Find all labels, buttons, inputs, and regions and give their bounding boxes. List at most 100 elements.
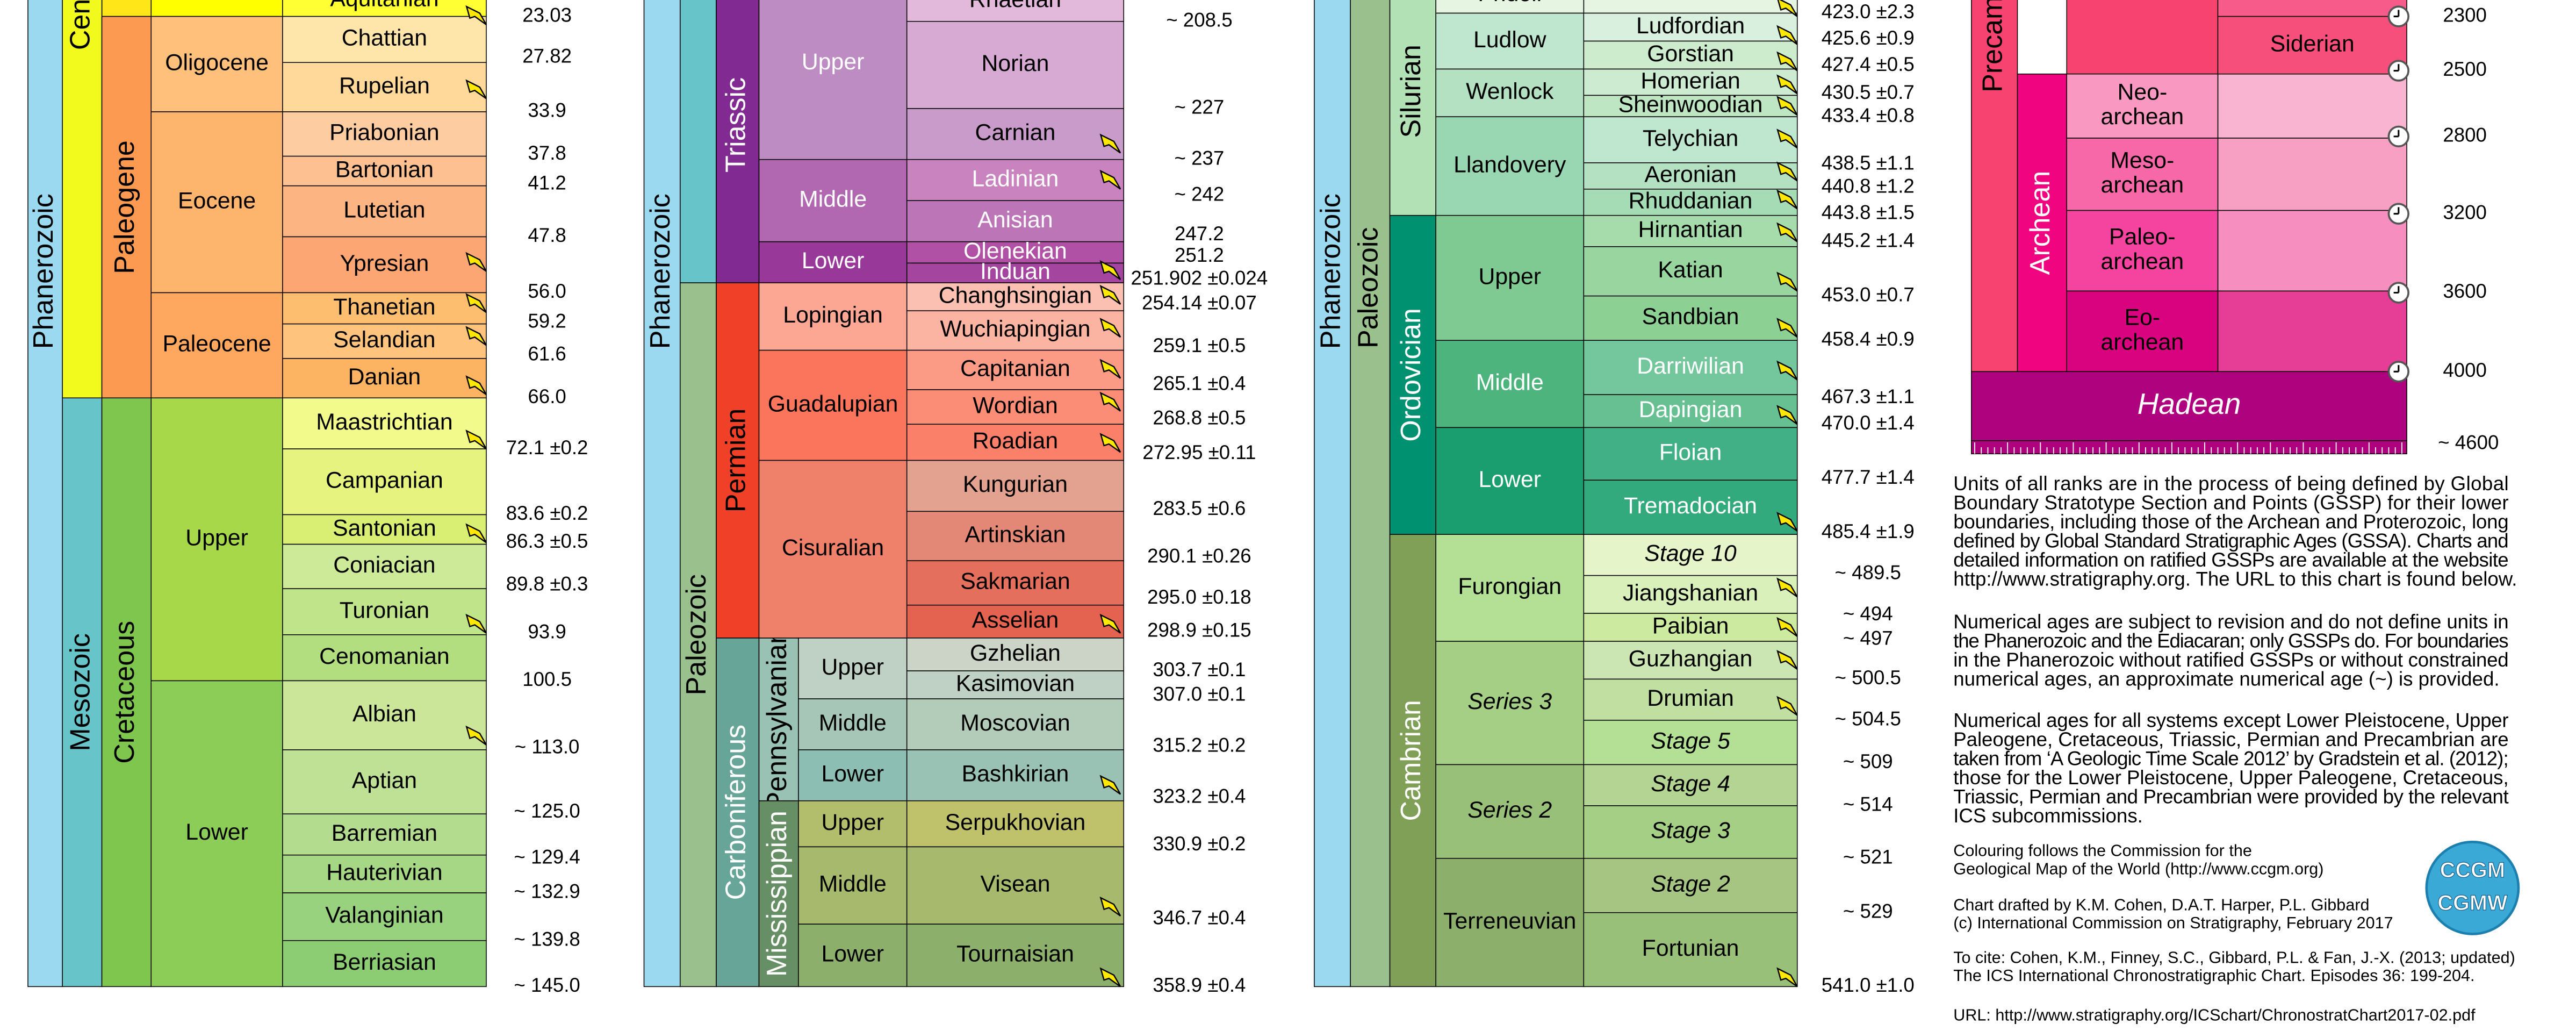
unit-label: Tremadocian <box>1624 493 1757 519</box>
note-line: (c) International Commission on Stratigr… <box>1953 914 2393 932</box>
unit-label: Llandovery <box>1454 152 1566 177</box>
unit-label: Hauterivian <box>326 860 442 885</box>
unit-label: Bartonian <box>335 156 434 182</box>
unit-box <box>282 397 487 449</box>
unit-box <box>906 241 1125 264</box>
unit-label: Series 2 <box>1467 797 1552 823</box>
unit-label: Rhaetian <box>969 0 1061 12</box>
unit-label: Phanerozoic <box>645 194 676 349</box>
age-label: 443.8 ±1.5 <box>1822 201 1915 223</box>
unit-label: Rupelian <box>339 73 430 98</box>
age-label: 251.2 <box>1175 244 1224 266</box>
unit-box <box>1583 12 1798 42</box>
unit-box <box>1435 214 1585 341</box>
age-label: ~ 208.5 <box>1166 9 1232 31</box>
unit-label: Cenozoic <box>65 0 96 50</box>
unit-label: Sandbian <box>1642 304 1739 330</box>
unit-box <box>282 185 487 238</box>
unit-box <box>282 323 487 359</box>
age-label: 427.4 ±0.5 <box>1822 53 1915 75</box>
unit-box <box>758 0 908 160</box>
color-block <box>1971 440 2407 455</box>
unit-label: Roadian <box>973 428 1058 454</box>
unit-box <box>1389 534 1436 987</box>
age-label: 467.3 ±1.1 <box>1822 385 1915 407</box>
color-block <box>2066 0 2219 75</box>
unit-box <box>1435 116 1585 216</box>
unit-box <box>758 638 799 801</box>
unit-label: Triassic <box>721 77 752 173</box>
unit-label: Maastrichtian <box>316 409 452 435</box>
unit-box <box>1971 371 2407 441</box>
unit-label: Priabonian <box>329 120 440 146</box>
unit-label: Stage 2 <box>1651 871 1730 897</box>
unit-box <box>150 397 283 682</box>
unit-box <box>2066 210 2219 292</box>
age-label: 83.6 ±0.2 <box>506 502 588 524</box>
gssa-clock-hand <box>2393 130 2400 138</box>
gssp-spike <box>1777 0 1798 17</box>
gssp-spike <box>1776 650 1798 670</box>
unit-box <box>643 0 681 987</box>
gssp-spike <box>1099 391 1121 412</box>
unit-label: Archean <box>2025 171 2056 275</box>
unit-label: Middle <box>799 187 867 212</box>
unit-label: Katian <box>1658 257 1723 283</box>
age-label: 47.8 <box>528 224 566 246</box>
age-label: 440.8 ±1.2 <box>1822 175 1915 197</box>
color-block <box>2217 138 2407 211</box>
note-line: Chart drafted by K.M. Cohen, D.A.T. Harp… <box>1953 896 2369 914</box>
unit-box <box>2066 290 2219 373</box>
note-line: Numerical ages for all systems except Lo… <box>1953 710 2508 732</box>
unit-box <box>1435 641 1585 765</box>
unit-box <box>906 638 1125 671</box>
age-label: ~ 529 <box>1843 900 1893 922</box>
unit-label: Turonian <box>340 597 429 623</box>
unit-label: Silurian <box>1395 45 1427 138</box>
unit-box <box>1583 295 1798 341</box>
color-block <box>2217 210 2407 292</box>
unit-label: Gzhelian <box>970 640 1061 666</box>
unit-label: Neo-archean <box>2101 80 2184 130</box>
unit-label: Dapingian <box>1639 397 1743 423</box>
unit-label: Kungurian <box>963 471 1068 497</box>
unit-box <box>27 0 63 987</box>
unit-label: Guzhangian <box>1629 646 1753 671</box>
unit-label: Fortunian <box>1642 935 1739 961</box>
unit-box <box>282 543 487 589</box>
unit-box <box>1583 340 1798 395</box>
unit-label: Induan <box>980 259 1050 284</box>
unit-box <box>716 638 760 987</box>
color-block <box>2217 73 2407 139</box>
unit-label: Paleozoic <box>1353 227 1384 348</box>
unit-label: Oligocene <box>165 50 269 76</box>
gssp-spike <box>1776 25 1798 45</box>
unit-box <box>758 282 908 351</box>
unit-box <box>1435 427 1585 535</box>
color-block <box>2217 290 2407 373</box>
unit-box <box>906 749 1125 801</box>
note-line: To cite: Cohen, K.M., Finney, S.C., Gibb… <box>1953 948 2515 966</box>
gssp-spike <box>1776 161 1798 182</box>
gssp-spike <box>1776 74 1798 95</box>
color-block <box>679 0 717 283</box>
age-label: 477.7 ±1.4 <box>1822 466 1915 488</box>
unit-box <box>1583 678 1798 721</box>
note-line: Paleogene, Cretaceous, Triassic, Permian… <box>1953 728 2508 750</box>
unit-box <box>906 846 1125 925</box>
unit-box <box>1435 12 1585 70</box>
unit-box <box>282 749 487 814</box>
note-line: Triassic, Permian and Precambrian were p… <box>1953 786 2508 808</box>
unit-label: Valanginian <box>325 903 443 928</box>
unit-label: Aeronian <box>1644 162 1736 188</box>
unit-box <box>1583 805 1798 859</box>
age-label: 485.4 ±1.9 <box>1822 520 1915 542</box>
age-label: ~ 129.4 <box>514 846 580 868</box>
unit-box <box>2066 73 2219 139</box>
gssp-spike <box>1776 51 1798 71</box>
unit-box <box>906 460 1125 512</box>
gssa-clock-hand <box>2393 207 2400 215</box>
unit-label: Lower <box>822 941 884 967</box>
age-label: 100.5 <box>522 668 572 690</box>
